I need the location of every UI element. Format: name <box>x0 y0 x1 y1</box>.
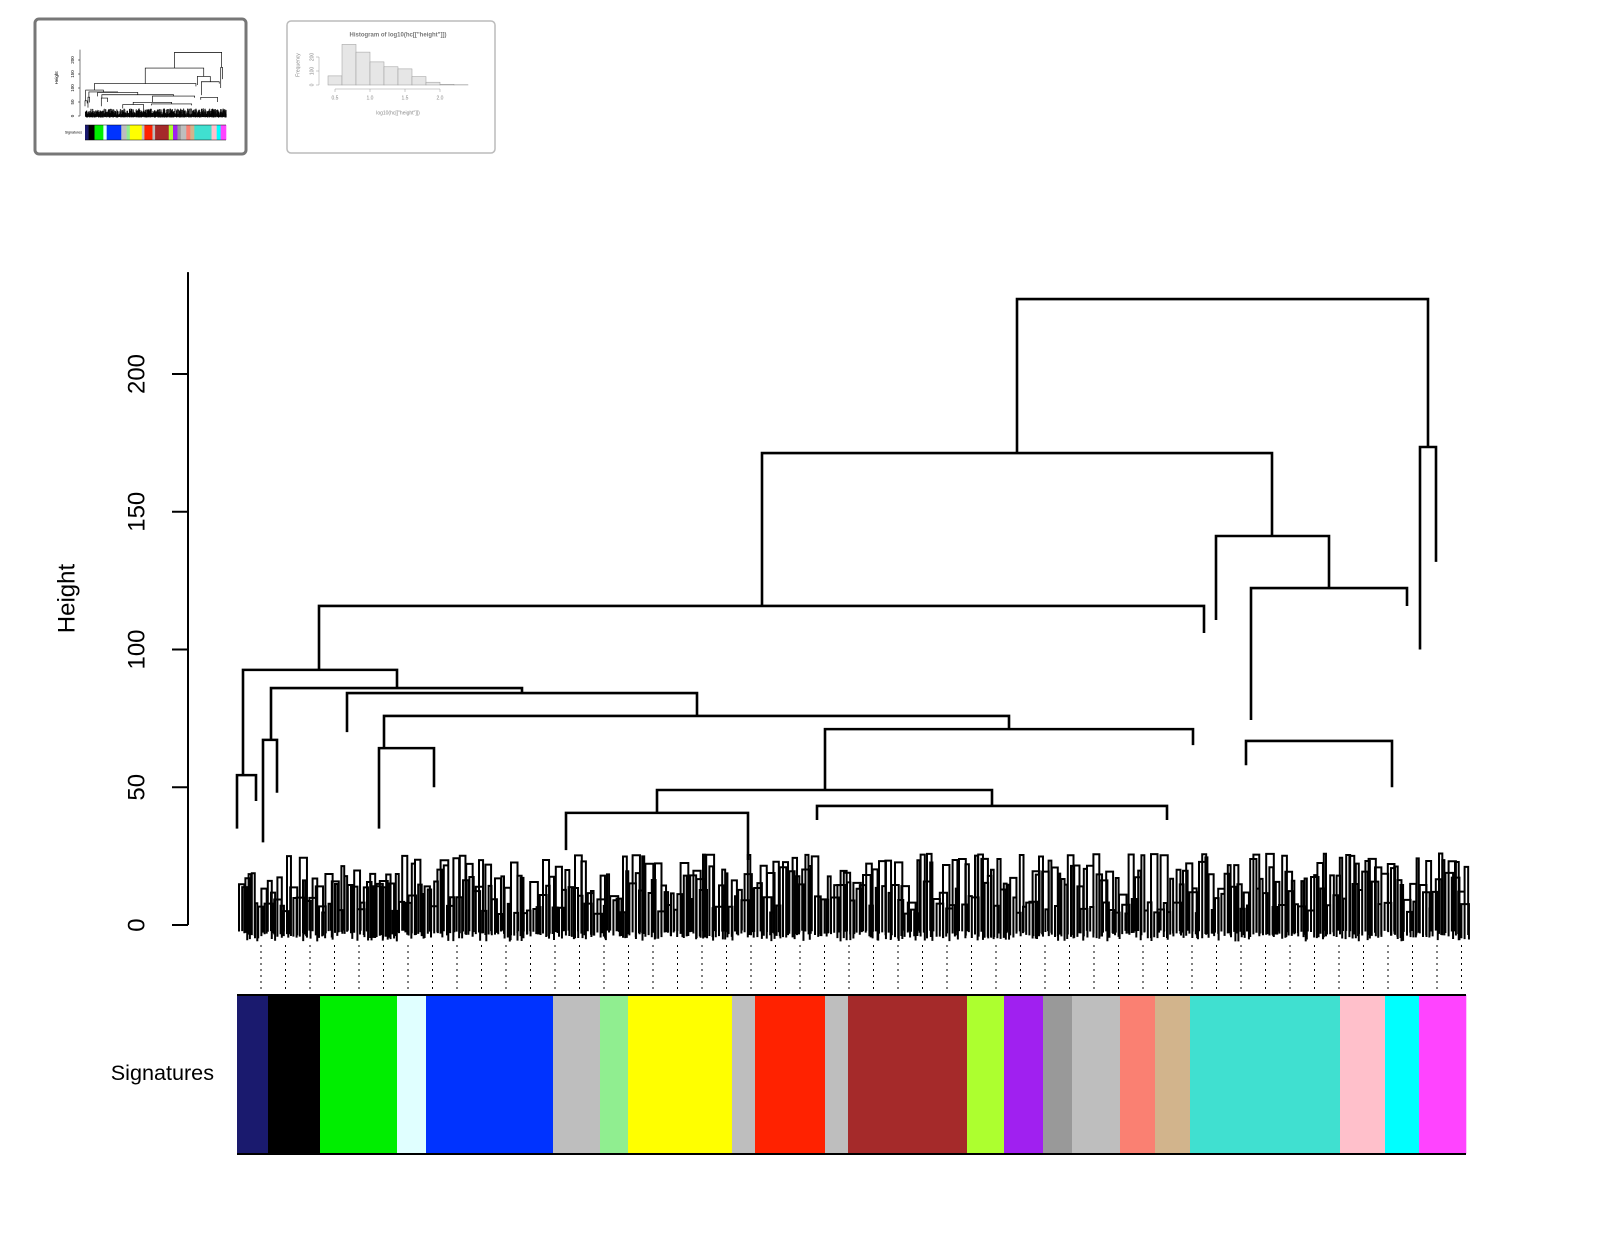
y-axis-label: Height <box>54 71 59 85</box>
module-color <box>194 125 212 140</box>
dendrogram-link <box>243 670 397 775</box>
bar-label: Signatures <box>111 1060 214 1085</box>
module-color <box>1190 995 1340 1154</box>
thumbnail[interactable] <box>287 21 495 153</box>
module-color <box>144 125 152 140</box>
chart-title: Histogram of log10(hc[["height"]]) <box>349 33 446 39</box>
module-color <box>121 125 127 140</box>
module-color <box>1072 995 1120 1154</box>
leaf-fuzz <box>239 853 1469 941</box>
dendrogram-link <box>1251 588 1407 720</box>
module-color <box>186 125 190 140</box>
module-color <box>732 995 755 1154</box>
dendrogram-link <box>817 806 1167 820</box>
module-color <box>628 995 732 1154</box>
y-tick-label: 0 <box>309 83 315 86</box>
module-color <box>173 125 178 140</box>
module-color <box>825 995 848 1154</box>
module-color <box>1340 995 1385 1154</box>
y-tick-label: 200 <box>309 53 315 62</box>
module-color <box>190 125 194 140</box>
module-color <box>95 125 104 140</box>
dendrogram-link <box>657 790 992 813</box>
dendrogram-link <box>566 813 748 860</box>
module-color <box>130 125 142 140</box>
histogram-bar <box>342 44 356 85</box>
y-tick-label: 100 <box>309 67 315 76</box>
histogram-bar <box>384 67 398 85</box>
y-tick-label: 100 <box>70 84 75 92</box>
histogram-bar <box>398 69 412 85</box>
module-color <box>237 995 268 1154</box>
module-color <box>1120 995 1155 1154</box>
module-color <box>1043 995 1072 1154</box>
x-tick-label: 1.0 <box>367 95 374 101</box>
histogram-bar <box>356 52 370 85</box>
y-tick-label: 0 <box>123 918 150 931</box>
module-color <box>103 125 107 140</box>
dendrogram-link <box>1017 299 1428 453</box>
module-color <box>155 125 169 140</box>
module-color <box>152 125 155 140</box>
module-color <box>107 125 122 140</box>
module-color <box>221 125 227 140</box>
dendrogram-link <box>263 740 277 842</box>
module-color <box>169 125 174 140</box>
histogram-bar <box>328 76 342 85</box>
dendrogram-link <box>237 775 256 828</box>
module-color <box>89 125 95 140</box>
histogram-bar <box>426 82 440 85</box>
y-tick-label: 50 <box>123 774 150 801</box>
dendrogram-link <box>384 716 1009 748</box>
bar-label: Signatures <box>65 130 82 134</box>
dendrogram-link <box>1420 447 1436 649</box>
y-tick-label: 200 <box>123 354 150 394</box>
module-color <box>181 125 187 140</box>
module-color <box>320 995 397 1154</box>
module-color <box>1385 995 1419 1154</box>
y-tick-label: 100 <box>123 629 150 669</box>
module-color <box>967 995 1004 1154</box>
x-axis-label: log10(hc[["height"]]) <box>376 110 420 116</box>
histogram-bar <box>370 62 384 85</box>
module-color <box>1419 995 1466 1154</box>
module-color <box>397 995 426 1154</box>
dendrogram-link <box>762 453 1272 606</box>
histogram-bar <box>440 84 454 85</box>
module-color <box>848 995 967 1154</box>
module-color <box>600 995 628 1154</box>
dendrogram-link <box>379 748 434 828</box>
x-tick-label: 2.0 <box>437 95 444 101</box>
module-color <box>217 125 221 140</box>
module-color <box>85 125 89 140</box>
module-color <box>1004 995 1043 1154</box>
y-tick-label: 50 <box>70 99 75 105</box>
module-color <box>127 125 131 140</box>
dendrogram-link <box>271 688 522 740</box>
module-color <box>426 995 553 1154</box>
y-axis-label: Frequency <box>295 53 301 77</box>
y-tick-label: 150 <box>70 70 75 78</box>
dendrogram-link <box>319 606 1204 670</box>
x-tick-label: 1.5 <box>402 95 409 101</box>
module-color <box>142 125 145 140</box>
module-color <box>268 995 320 1154</box>
module-color <box>755 995 825 1154</box>
module-color <box>1155 995 1190 1154</box>
module-color <box>212 125 217 140</box>
dendrogram-link <box>825 729 1193 790</box>
y-tick-label: 150 <box>123 492 150 532</box>
module-color <box>177 125 181 140</box>
y-tick-label: 200 <box>70 56 75 64</box>
dendrogram-link <box>347 693 697 732</box>
histogram-bar <box>412 77 426 85</box>
y-axis-label: Height <box>53 564 80 634</box>
module-color <box>553 995 600 1154</box>
dendrogram-link <box>1246 741 1392 787</box>
x-tick-label: 0.5 <box>332 95 339 101</box>
dendrogram-link <box>1216 536 1329 620</box>
